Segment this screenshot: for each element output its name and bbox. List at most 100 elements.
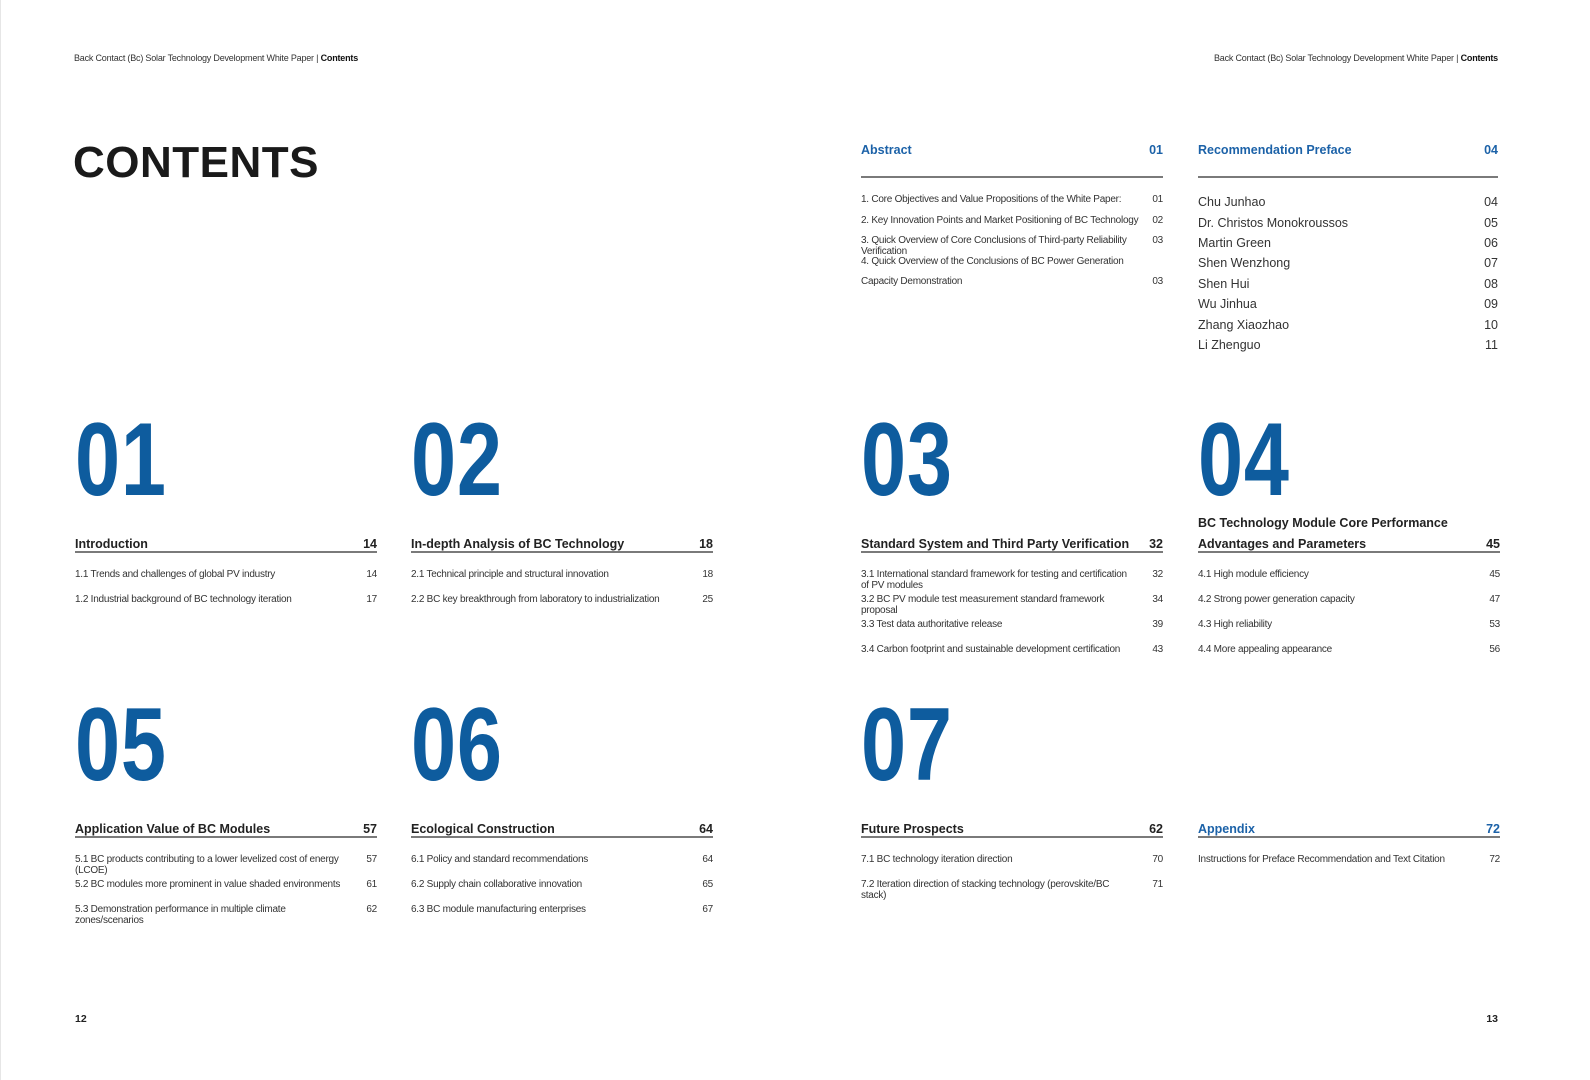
- abstract-heading[interactable]: Abstract 01: [861, 143, 1163, 157]
- toc-entry-page: 09: [1484, 297, 1498, 312]
- toc-entry[interactable]: 3.1 International standard framework for…: [861, 569, 1163, 594]
- toc-entry-page: 11: [1485, 337, 1498, 352]
- chapter-heading[interactable]: Introduction 14: [75, 513, 377, 555]
- chapter-heading[interactable]: Application Value of BC Modules 57: [75, 798, 377, 840]
- chapter-heading[interactable]: In-depth Analysis of BC Technology 18: [411, 513, 713, 555]
- toc-entry[interactable]: 4.4 More appealing appearance 56: [1198, 644, 1500, 669]
- abstract-title: Abstract: [861, 143, 912, 157]
- toc-entry[interactable]: 2.1 Technical principle and structural i…: [411, 569, 713, 594]
- divider: [411, 836, 713, 838]
- chapter-8: Appendix 72 Instructions for Preface Recom…: [1198, 705, 1500, 879]
- chapter-number: [1198, 705, 1434, 785]
- toc-entry[interactable]: 7.1 BC technology iteration direction 70: [861, 854, 1163, 879]
- toc-entry[interactable]: Dr. Christos Monokroussos 05: [1198, 212, 1498, 232]
- toc-entry-page: 02: [1152, 214, 1163, 226]
- toc-entry-page: 07: [1484, 256, 1498, 271]
- toc-entry[interactable]: Li Zhenguo 11: [1198, 335, 1498, 355]
- toc-entry-page: 62: [366, 904, 377, 915]
- toc-entry-label: Shen Wenzhong: [1198, 256, 1291, 271]
- toc-entry-label: 6.2 Supply chain collaborative innovatio…: [411, 879, 582, 890]
- page-edge: [0, 0, 1, 1080]
- chapter-entries: 3.1 International standard framework for…: [861, 569, 1163, 669]
- toc-entry-label: 6.1 Policy and standard recommendations: [411, 854, 589, 865]
- toc-entry-label: 5.2 BC modules more prominent in value s…: [75, 879, 341, 890]
- toc-entry-page: 08: [1484, 276, 1498, 291]
- toc-entry-page: 71: [1152, 879, 1163, 890]
- toc-entry[interactable]: Wu Jinhua 09: [1198, 294, 1498, 314]
- toc-entry[interactable]: Shen Hui 08: [1198, 274, 1498, 294]
- preface-page: 04: [1484, 143, 1498, 157]
- toc-entry-page: 53: [1489, 619, 1500, 630]
- toc-entry[interactable]: 4.2 Strong power generation capacity 47: [1198, 594, 1500, 619]
- toc-entry-page: 03: [1152, 276, 1163, 287]
- toc-entry[interactable]: 1.2 Industrial background of BC technolo…: [75, 594, 377, 619]
- page-number-right: 13: [1486, 1013, 1498, 1025]
- chapter-number: 07: [861, 687, 953, 803]
- preface-section: Recommendation Preface 04 Chu Junhao 04 Dr…: [1198, 143, 1498, 355]
- toc-entry[interactable]: Capacity Demonstration 03: [861, 276, 1163, 297]
- chapter-heading[interactable]: BC Technology Module Core Performance Ad…: [1198, 513, 1500, 555]
- toc-entry[interactable]: 5.3 Demonstration performance in multipl…: [75, 904, 377, 929]
- chapter-number: 05: [75, 687, 167, 803]
- toc-entry[interactable]: 3. Quick Overview of Core Conclusions of…: [861, 235, 1163, 257]
- toc-entry-label: 1. Core Objectives and Value Proposition…: [861, 194, 1122, 205]
- toc-entry[interactable]: Instructions for Preface Recommendation …: [1198, 854, 1500, 879]
- chapter-title: Standard System and Third Party Verifica…: [861, 537, 1130, 551]
- toc-entry[interactable]: Martin Green 06: [1198, 233, 1498, 253]
- toc-entry[interactable]: 6.3 BC module manufacturing enterprises 6…: [411, 904, 713, 929]
- toc-entry[interactable]: 4. Quick Overview of the Conclusions of …: [861, 256, 1163, 277]
- divider: [75, 551, 377, 553]
- chapter-entries: 5.1 BC products contributing to a lower …: [75, 854, 377, 929]
- divider: [1198, 176, 1498, 178]
- toc-entry-page: 39: [1152, 619, 1163, 630]
- chapter-heading[interactable]: Ecological Construction 64: [411, 798, 713, 840]
- chapter-5: 05 Application Value of BC Modules 57 5.1 B…: [75, 687, 377, 929]
- toc-entry[interactable]: 5.1 BC products contributing to a lower …: [75, 854, 377, 879]
- toc-entry-page: 14: [366, 569, 377, 580]
- toc-entry-page: 06: [1484, 235, 1498, 250]
- divider: [861, 836, 1163, 838]
- chapter-4: 04 BC Technology Module Core Performance …: [1198, 402, 1500, 669]
- abstract-section: Abstract 01 1. Core Objectives and Value…: [861, 143, 1163, 297]
- toc-entry-label: 2. Key Innovation Points and Market Posi…: [861, 214, 1139, 226]
- toc-entry[interactable]: 7.2 Iteration direction of stacking tech…: [861, 879, 1163, 904]
- toc-entry-label: 6.3 BC module manufacturing enterprises: [411, 904, 586, 915]
- toc-entry[interactable]: 2. Key Innovation Points and Market Posi…: [861, 215, 1163, 236]
- toc-entry[interactable]: Shen Wenzhong 07: [1198, 253, 1498, 273]
- chapter-page: 57: [363, 822, 377, 836]
- toc-entry[interactable]: 3.2 BC PV module test measurement standa…: [861, 594, 1163, 619]
- chapter-heading[interactable]: Standard System and Third Party Verifica…: [861, 513, 1163, 555]
- chapter-entries: 4.1 High module efficiency 45 4.2 Strong p…: [1198, 569, 1500, 669]
- toc-entry-page: 17: [366, 594, 377, 605]
- toc-entry[interactable]: 6.1 Policy and standard recommendations 6…: [411, 854, 713, 879]
- toc-entry[interactable]: Zhang Xiaozhao 10: [1198, 314, 1498, 334]
- toc-entry-page: 03: [1152, 235, 1163, 246]
- toc-entry-page: 70: [1152, 854, 1163, 865]
- chapter-title: Future Prospects: [861, 822, 964, 836]
- toc-entry[interactable]: 3.4 Carbon footprint and sustainable dev…: [861, 644, 1163, 669]
- toc-entry[interactable]: Chu Junhao 04: [1198, 192, 1498, 212]
- toc-entry[interactable]: 2.2 BC key breakthrough from laboratory …: [411, 594, 713, 619]
- toc-entry[interactable]: 4.3 High reliability 53: [1198, 619, 1500, 644]
- toc-entry[interactable]: 1. Core Objectives and Value Proposition…: [861, 194, 1163, 215]
- toc-entry-label: 5.1 BC products contributing to a lower …: [75, 854, 339, 876]
- chapter-heading[interactable]: Future Prospects 62: [861, 798, 1163, 840]
- toc-entry-label: 2.1 Technical principle and structural i…: [411, 569, 609, 580]
- toc-entry-page: 72: [1489, 854, 1500, 865]
- toc-entry[interactable]: 4.1 High module efficiency 45: [1198, 569, 1500, 594]
- toc-entry-page: 01: [1152, 194, 1163, 205]
- running-header-text: Back Contact (Bc) Solar Technology Devel…: [1213, 53, 1461, 63]
- toc-entry[interactable]: 1.1 Trends and challenges of global PV i…: [75, 569, 377, 594]
- toc-entry-label: 1.2 Industrial background of BC technolo…: [75, 594, 292, 605]
- toc-entry-page: 45: [1489, 569, 1500, 580]
- toc-entry-page: 65: [702, 879, 713, 890]
- chapter-heading[interactable]: Appendix 72: [1198, 798, 1500, 840]
- toc-entry[interactable]: 5.2 BC modules more prominent in value s…: [75, 879, 377, 904]
- chapter-7: 07 Future Prospects 62 7.1 BC technology it…: [861, 687, 1163, 904]
- toc-entry[interactable]: 6.2 Supply chain collaborative innovatio…: [411, 879, 713, 904]
- toc-entry[interactable]: 3.3 Test data authoritative release 39: [861, 619, 1163, 644]
- preface-heading[interactable]: Recommendation Preface 04: [1198, 143, 1498, 157]
- toc-entry-label: 4.2 Strong power generation capacity: [1198, 594, 1355, 605]
- chapter-number: 04: [1198, 402, 1290, 518]
- divider: [75, 836, 377, 838]
